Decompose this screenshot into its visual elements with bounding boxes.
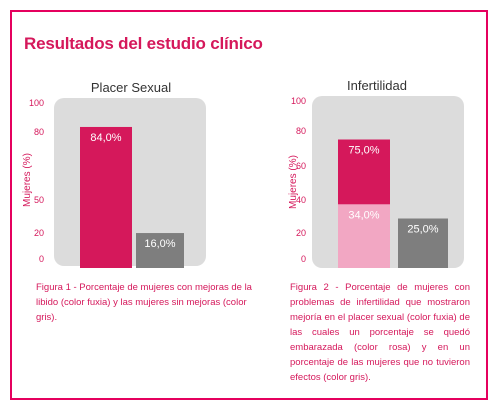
chart2-tick-label: 80 <box>296 126 306 136</box>
chart2-tick-label: 60 <box>296 161 306 171</box>
chart2: Mujeres (%) 100 80 60 40 20 0 75,0% 25,0% 34,0% <box>288 96 464 268</box>
figure1-caption: Figura 1 - Porcentaje de mujeres con mej… <box>36 282 252 323</box>
chart2-bar <box>398 218 448 268</box>
chart1-tick-label: 20 <box>34 228 44 238</box>
chart2-tick-label: 100 <box>291 96 306 106</box>
chart1-data-label: 84,0% <box>90 132 121 144</box>
chart2-data-label: 75,0% <box>348 145 379 157</box>
chart1-bar <box>80 126 132 269</box>
chart2-tick-label: 20 <box>296 228 306 238</box>
chart1-tick-label: 80 <box>34 127 44 137</box>
chart1-y-ticks: 100 80 50 20 0 <box>29 98 44 264</box>
chart2-title: Infertilidad <box>347 78 407 93</box>
chart2-data-label: 25,0% <box>407 224 438 236</box>
chart1-title: Placer Sexual <box>90 80 172 95</box>
chart2-tick-label: 40 <box>296 195 306 205</box>
chart2-ylabel: Mujeres (%) <box>288 155 299 209</box>
chart1-data-label: 16,0% <box>144 238 175 250</box>
chart2-y-ticks: 100 80 60 40 20 0 <box>291 96 306 264</box>
chart1-tick-label: 100 <box>29 98 44 108</box>
chart1-tick-label: 0 <box>39 254 44 264</box>
page-title: Resultados del estudio clínico <box>24 34 263 53</box>
chart1-bar <box>136 233 184 268</box>
chart1-bars: 84,0% 16,0% <box>80 126 184 269</box>
chart1-ylabel: Mujeres (%) <box>22 153 33 207</box>
chart2-bars: 75,0% 25,0% 34,0% <box>338 139 448 268</box>
chart1: Mujeres (%) 100 80 50 20 0 84,0% 16,0% <box>22 98 206 269</box>
chart1-tick-label: 50 <box>34 195 44 205</box>
chart2-tick-label: 0 <box>301 254 306 264</box>
figure2-caption: Figura 2 - Porcentaje de mujeres con pro… <box>290 282 470 383</box>
chart2-data-label: 34,0% <box>348 209 379 221</box>
chart2-bar <box>338 204 390 268</box>
